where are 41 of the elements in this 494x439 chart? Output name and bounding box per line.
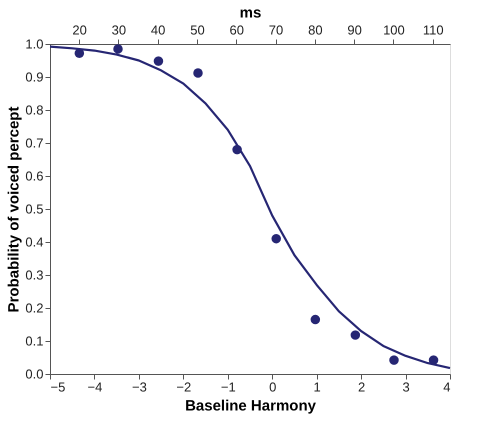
x2-tick-label: 70 (268, 22, 284, 38)
point (271, 234, 281, 244)
y-tick-label: 0.7 (25, 136, 44, 150)
y-axis-title: Probability of voiced percept (5, 106, 22, 312)
x-tick-label: 3 (402, 380, 410, 394)
x-tick-label: 1 (314, 380, 321, 394)
x-tick-label: −1 (220, 380, 236, 394)
x-tick-label: −3 (132, 380, 147, 394)
y-tick-label: 0.2 (25, 300, 44, 316)
y-tick-label: 0.8 (25, 102, 44, 118)
y-tick-label: 0.4 (25, 234, 44, 250)
x2-tick-label: 90 (347, 22, 362, 38)
x-tick-label: 2 (358, 380, 366, 394)
point (154, 56, 164, 66)
y-tick-label: 0.6 (25, 168, 44, 184)
point (389, 355, 399, 365)
point (193, 68, 203, 78)
y-tick-label: 0.3 (25, 268, 44, 282)
x-tick-label: 0 (269, 380, 276, 394)
x-axis-title: Baseline Harmony (185, 398, 317, 414)
y-tick-label: 1.0 (25, 36, 44, 52)
x2-tick-label: 40 (150, 22, 166, 38)
x2-tick-label: 60 (230, 22, 244, 38)
x2-tick-label: 110 (422, 22, 444, 38)
point (113, 44, 123, 54)
x2-tick-label: 30 (112, 22, 126, 38)
point (310, 314, 320, 324)
y-tick-label: 0.0 (25, 366, 44, 382)
x2-axis-title: ms (240, 4, 262, 22)
x2-tick-label: 20 (72, 22, 87, 38)
x-tick-label: 4 (443, 380, 450, 394)
x-tick-label: −2 (176, 380, 192, 394)
y-tick-label: 0.9 (25, 70, 44, 84)
y-tick-label: 0.1 (25, 334, 44, 348)
x2-tick-label: 80 (308, 22, 323, 38)
point (350, 330, 360, 340)
x2-tick-label: 50 (190, 22, 205, 38)
x-tick-label: −5 (50, 380, 66, 394)
x2-tick-label: 100 (383, 22, 405, 38)
y-tick-label: 0.5 (25, 202, 44, 216)
x-tick-label: −4 (88, 380, 102, 394)
